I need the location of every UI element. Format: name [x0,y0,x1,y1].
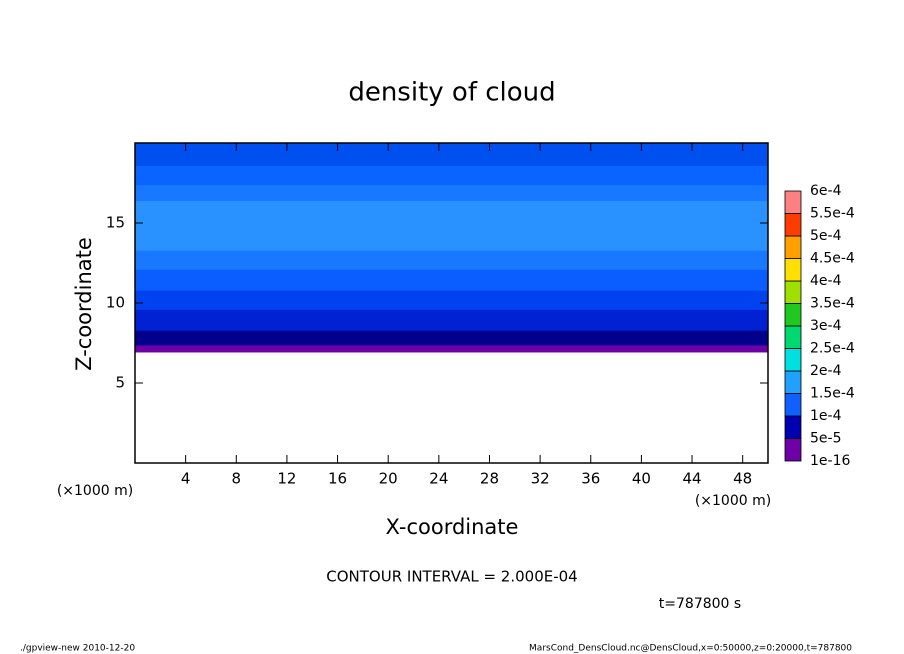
colorbar-box [784,348,802,372]
x-tick-label: 40 [632,470,651,488]
contour-note: CONTOUR INTERVAL = 2.000E-04 [326,568,577,586]
x-axis-label: X-coordinate [386,515,519,539]
footer-left: ./gpview-new 2010-12-20 [20,644,135,654]
colorbar-label: 3e-4 [810,318,842,334]
contour-band [135,184,768,202]
colorbar-label: 2.5e-4 [810,341,855,357]
x-tick-label: 32 [531,470,550,488]
colorbar-label: 5e-4 [810,228,842,244]
x-unit: (×1000 m) [695,493,771,509]
y-tick-label: 10 [106,294,125,312]
colorbar-label: 3.5e-4 [810,296,855,312]
x-tick-label: 8 [232,470,242,488]
contour-band [135,269,768,291]
x-tick-label: 36 [581,470,600,488]
x-tick-label: 28 [480,470,499,488]
y-tick-label: 5 [115,374,125,392]
colorbar-label: 5e-5 [810,431,841,447]
x-tick-label: 48 [733,470,752,488]
colorbar-box [784,438,802,462]
colorbar-box [784,325,802,349]
colorbar-label: 1.5e-4 [810,386,855,402]
contour-band [135,330,768,346]
contour-band [135,290,768,310]
colorbar-box [784,190,802,214]
colorbar-label: 2e-4 [810,363,842,379]
chart-title: density of cloud [348,78,555,108]
x-unit: (×1000 m) [57,483,133,499]
contour-band [135,309,768,331]
y-tick-label: 15 [106,214,125,232]
colorbar-box [784,235,802,259]
colorbar-label: 6e-4 [810,183,842,199]
colorbar-box [784,370,802,394]
contour-band [135,165,768,186]
time-note: t=787800 s [659,596,741,612]
x-tick-label: 20 [379,470,398,488]
colorbar-box [784,303,802,327]
colorbar-label: 1e-16 [810,453,850,469]
contour-band [135,143,768,166]
colorbar-label: 4.5e-4 [810,251,855,267]
contour-band [135,200,768,251]
y-axis-label: Z-coordinate [72,237,96,371]
contour-band [135,344,768,353]
colorbar-box [784,280,802,304]
x-tick-label: 4 [181,470,191,488]
colorbar-box [784,415,802,439]
x-tick-label: 24 [429,470,448,488]
contour-band [135,250,768,270]
colorbar-label: 4e-4 [810,273,842,289]
colorbar-label: 1e-4 [810,408,842,424]
footer-right: MarsCond_DensCloud.nc@DensCloud,x=0:5000… [529,644,852,654]
colorbar-box [784,213,802,237]
colorbar-label: 5.5e-4 [810,206,855,222]
x-tick-label: 12 [277,470,296,488]
x-tick-label: 16 [328,470,347,488]
x-tick-label: 44 [682,470,701,488]
colorbar-box [784,393,802,417]
colorbar-box [784,258,802,282]
